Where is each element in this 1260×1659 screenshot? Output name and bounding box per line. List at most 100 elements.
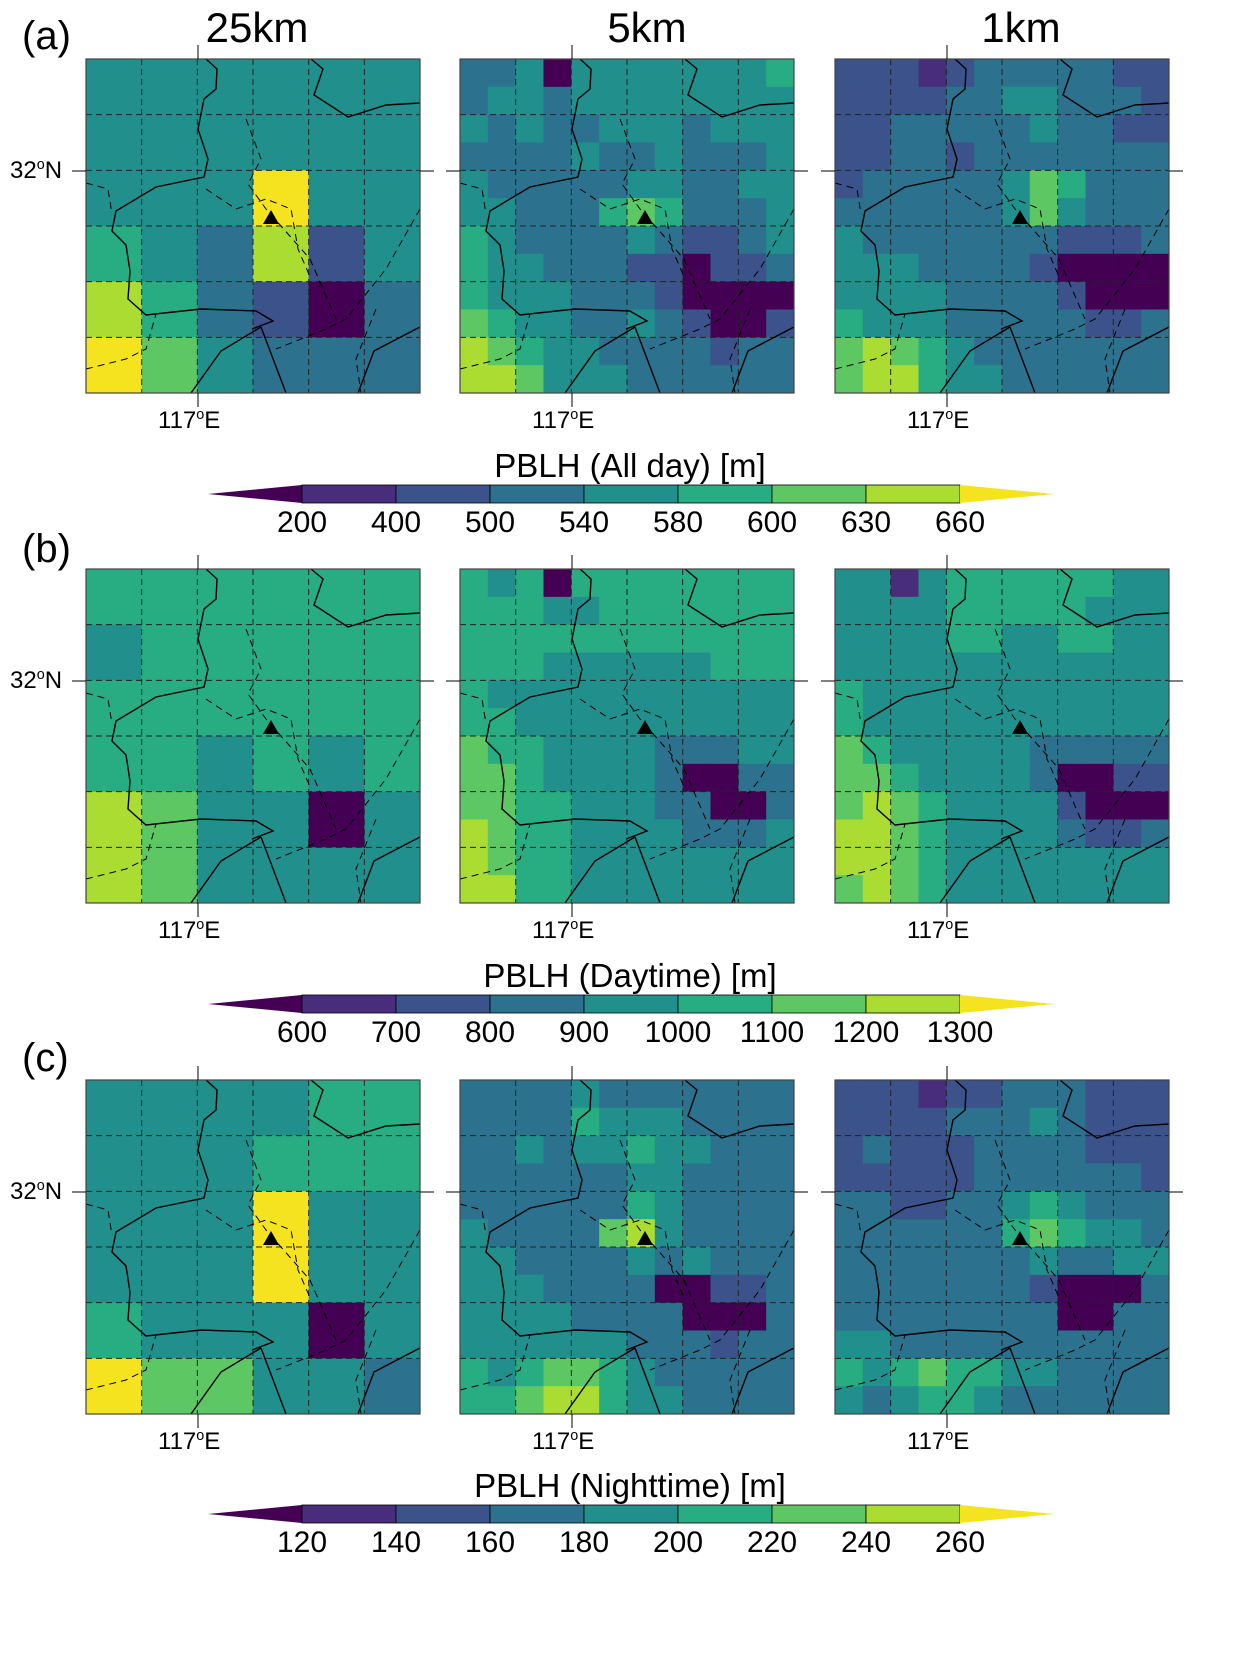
boundary-line (357, 326, 421, 394)
grid-cell (460, 763, 489, 793)
grid-cell (141, 1135, 198, 1192)
grid-cell (1085, 680, 1114, 709)
grid-cell (1085, 847, 1114, 876)
grid-cell (86, 791, 143, 848)
boundary-line (1106, 1347, 1170, 1415)
grid-cell (1002, 253, 1031, 283)
county-boundary (1104, 818, 1126, 904)
grid-cell (1002, 1191, 1031, 1220)
grid-cell (1057, 736, 1086, 765)
grid-cell (710, 253, 739, 283)
grid-cell (974, 1191, 1003, 1220)
grid-cell (308, 226, 365, 283)
county-boundary (245, 118, 337, 320)
grid-cell (918, 142, 947, 171)
grid-cell (890, 1080, 919, 1109)
grid-cell (1113, 1358, 1142, 1387)
grid-cell (515, 114, 544, 143)
grid-cell (835, 652, 864, 681)
lon-label: 117oE (907, 407, 970, 434)
grid-cell (86, 847, 143, 904)
grid-cell (253, 170, 310, 227)
grid-cell (738, 365, 767, 394)
county-boundary (205, 1209, 312, 1301)
grid-cell (1057, 1135, 1086, 1164)
grid-cell (974, 1080, 1003, 1109)
grid-cell (1029, 253, 1059, 283)
grid-cell (862, 875, 892, 904)
grid-cell (835, 59, 864, 88)
grid-cell (141, 680, 198, 737)
boundary-line (1059, 58, 1170, 118)
grid-cell (862, 114, 892, 143)
grid-cell (710, 819, 739, 848)
county-boundary (834, 823, 906, 880)
grid-cell (835, 708, 864, 737)
grid-cell (1113, 281, 1142, 310)
grid-cell (654, 253, 684, 283)
grid-cell (918, 791, 947, 820)
grid-cell (487, 569, 517, 598)
grid-cell (1029, 1107, 1059, 1137)
county-boundary (355, 818, 377, 904)
grid-cell (682, 1302, 711, 1331)
grid-cell (835, 624, 864, 653)
colorbar-max-arrow (960, 1505, 1054, 1523)
grid-cell (1085, 226, 1114, 255)
grid-cell (487, 226, 517, 255)
grid-cell (682, 142, 711, 171)
grid-cell (1029, 309, 1059, 338)
grid-cell (364, 1358, 421, 1415)
grid-cell (515, 791, 544, 820)
grid-cell (946, 819, 975, 848)
grid-cell (543, 791, 572, 820)
grid-cell (862, 86, 892, 116)
grid-cell (710, 114, 739, 143)
column-title-25km: 25km (205, 4, 309, 51)
grid-cell (835, 1107, 864, 1137)
grid-cell (460, 1386, 489, 1415)
grid-cell (890, 142, 919, 171)
grid-cell (515, 1219, 544, 1248)
grid-cell (308, 1135, 365, 1192)
grid-cell (1002, 114, 1031, 143)
grid-cell (918, 253, 947, 283)
grid-cell (460, 1247, 489, 1276)
county-boundary (579, 698, 686, 790)
grid-cell (1141, 736, 1170, 765)
grid-cell (197, 226, 254, 283)
grid-cell (1085, 736, 1114, 765)
grid-cell (197, 1358, 254, 1415)
grid-cell (974, 596, 1003, 626)
grid-cell (460, 1358, 489, 1387)
grid-cell (1113, 1302, 1142, 1331)
grid-cell (946, 1330, 975, 1359)
colorbar-tick-label: 140 (370, 1526, 422, 1559)
grid-cell (487, 847, 517, 876)
grid-cell (654, 114, 684, 143)
grid-cell (1029, 763, 1059, 793)
grid-cell (654, 1191, 684, 1220)
grid-cell (308, 1191, 365, 1248)
grid-cell (487, 1330, 517, 1359)
grid-cell (862, 337, 892, 366)
grid-cell (460, 1080, 489, 1109)
grid-cell (599, 59, 628, 88)
grid-cell (1141, 708, 1170, 737)
grid-cell (890, 596, 919, 626)
grid-cell (974, 142, 1003, 171)
grid-cell (1141, 652, 1170, 681)
grid-cell (654, 1247, 684, 1276)
grid-cell (946, 198, 975, 227)
grid-cell (1141, 142, 1170, 171)
grid-cell (710, 596, 739, 626)
grid-cell (1057, 309, 1086, 338)
grid-cell (1141, 1080, 1170, 1109)
grid-cell (1057, 59, 1086, 88)
boundary-line (684, 58, 795, 118)
grid-cell (974, 114, 1003, 143)
colorbar-segment (301, 1504, 397, 1524)
grid-cell (946, 708, 975, 737)
grid-cell (1141, 847, 1170, 876)
boundary-line (190, 326, 262, 394)
